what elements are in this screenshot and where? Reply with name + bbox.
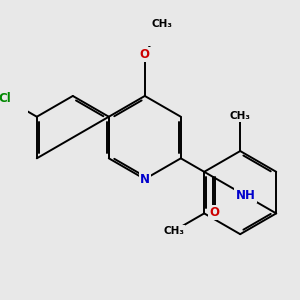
Text: NH: NH (236, 189, 256, 202)
Text: CH₃: CH₃ (230, 111, 251, 121)
Text: Cl: Cl (0, 92, 11, 104)
Text: CH₃: CH₃ (163, 226, 184, 236)
Text: O: O (140, 48, 150, 61)
Text: CH₃: CH₃ (152, 19, 173, 29)
Text: O: O (209, 206, 219, 219)
Text: N: N (140, 172, 150, 186)
